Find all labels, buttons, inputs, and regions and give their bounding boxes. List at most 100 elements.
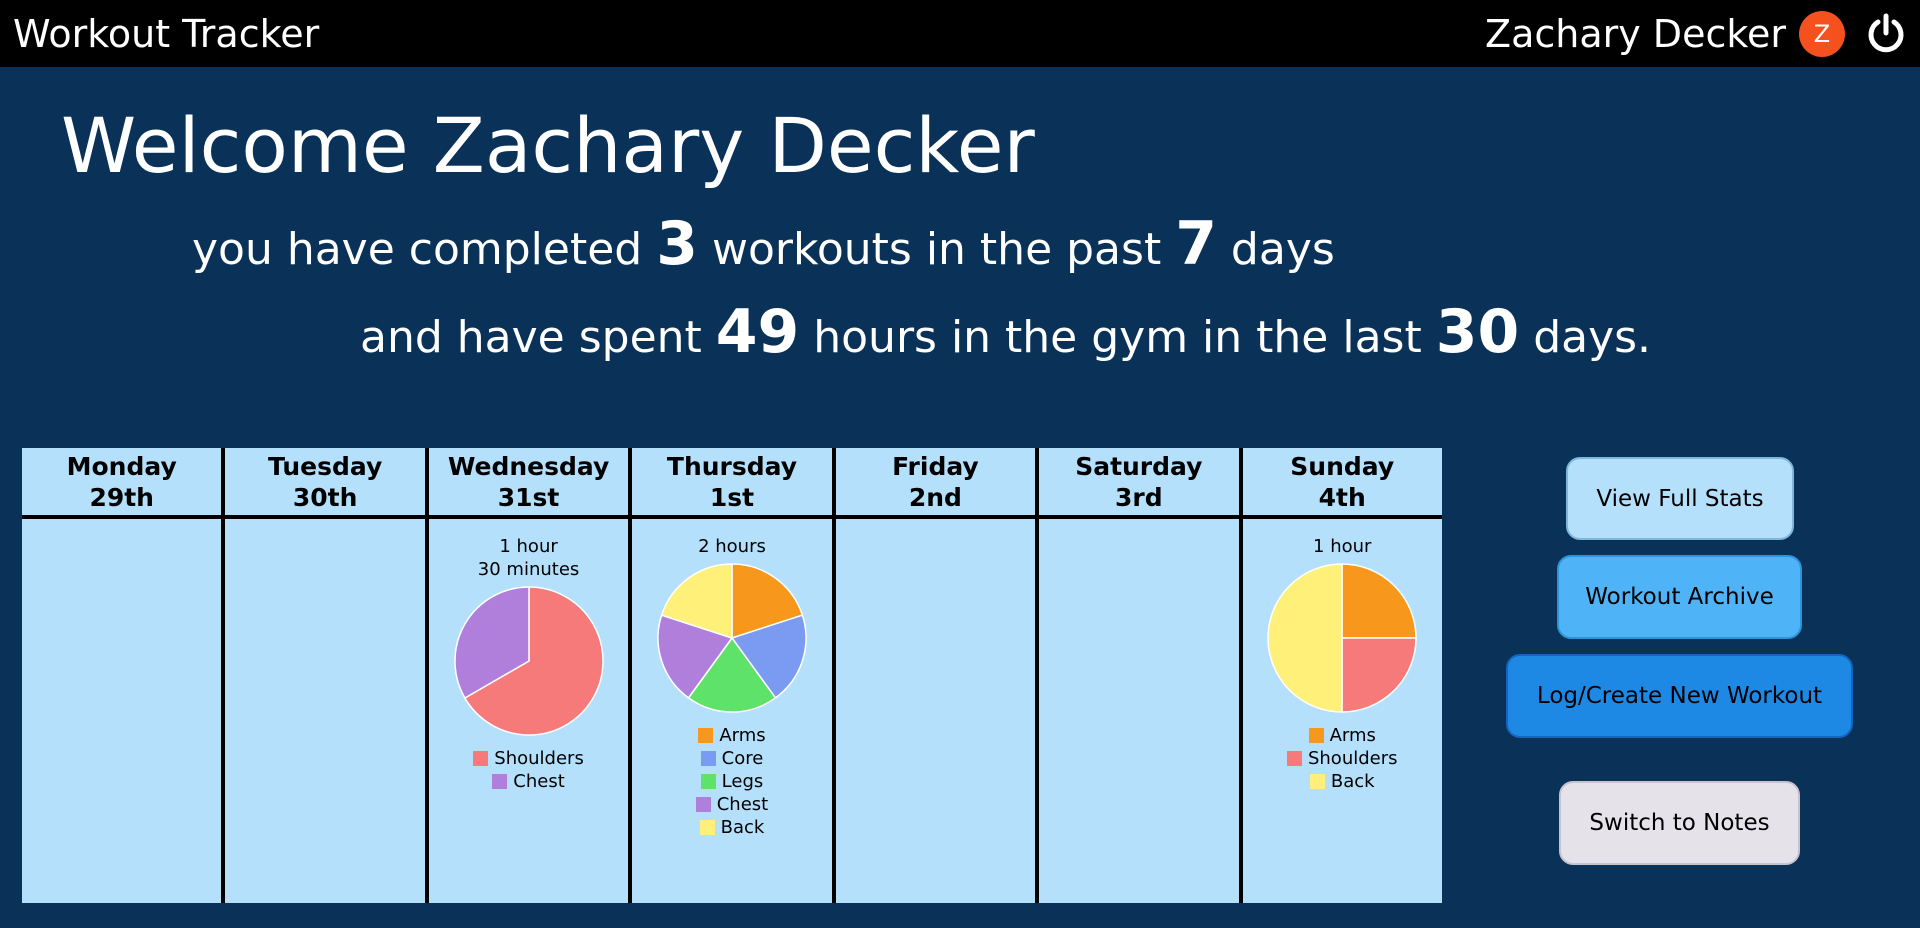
- legend-label: Legs: [721, 771, 764, 792]
- legend-label: Chest: [513, 771, 565, 792]
- summary-text: days.: [1519, 312, 1652, 363]
- pie-slice-chest: [453, 586, 530, 700]
- week-calendar: Monday 29th Tuesday 30th Wednesday 31st 1 hour…: [22, 448, 1442, 903]
- avatar[interactable]: Z: [1799, 11, 1845, 57]
- summary-line-hours: and have spent 49 hours in the gym in th…: [360, 302, 1651, 368]
- day-header: Wednesday 31st: [428, 448, 629, 519]
- legend-label: Arms: [1329, 725, 1376, 746]
- legend-swatch: [698, 728, 714, 743]
- legend-swatch: [1286, 751, 1302, 766]
- day-body: [836, 519, 1035, 903]
- pie-slice-shoulders: [463, 586, 604, 736]
- power-icon[interactable]: [1863, 11, 1909, 57]
- day-header: Friday 2nd: [835, 448, 1036, 519]
- user-name: Zachary Decker: [1485, 12, 1786, 56]
- summary-text: and have spent: [360, 312, 716, 363]
- day-header: Sunday 4th: [1242, 448, 1442, 519]
- day-date: 2nd: [908, 483, 962, 512]
- day-body: 1 hour 30 minutes Shoulders Chest: [429, 519, 628, 903]
- period-days: 30: [1435, 297, 1520, 367]
- muscle-group-pie-chart: [453, 586, 604, 736]
- legend-label: Back: [1330, 771, 1375, 792]
- legend-swatch: [699, 820, 715, 835]
- legend-item: Back: [1243, 770, 1442, 793]
- day-header: Tuesday 30th: [225, 448, 425, 519]
- legend-item: Legs: [632, 770, 831, 793]
- legend-item: Back: [632, 816, 831, 839]
- workout-duration: 2 hours: [698, 536, 766, 557]
- day-body: 2 hours Arms Core Legs Chest Back: [632, 519, 831, 903]
- pie-slice-arms: [731, 563, 804, 640]
- legend-swatch: [1309, 774, 1325, 789]
- muscle-group-pie-chart: [657, 563, 807, 713]
- day-header: Monday 29th: [22, 448, 222, 519]
- day-column-friday[interactable]: Friday 2nd: [835, 448, 1036, 903]
- legend-item: Chest: [632, 793, 831, 816]
- pie-slice-shoulders: [1341, 637, 1417, 713]
- workout-duration: 1 hour: [1313, 536, 1372, 557]
- day-name: Thursday: [666, 452, 798, 481]
- day-name: Saturday: [1075, 452, 1203, 481]
- app-title: Workout Tracker: [13, 12, 320, 56]
- pie-legend: Arms Core Legs Chest Back: [632, 724, 831, 839]
- workout-duration: 1 hour 30 minutes: [477, 536, 580, 580]
- welcome-title: Welcome Zachary Decker: [61, 101, 1035, 190]
- pie-legend: Shoulders Chest: [429, 747, 628, 793]
- day-date: 4th: [1318, 483, 1366, 512]
- day-date: 30th: [292, 483, 358, 512]
- legend-label: Shoulders: [1307, 748, 1398, 769]
- day-column-saturday[interactable]: Saturday 3rd: [1039, 448, 1239, 903]
- legend-swatch: [700, 751, 716, 766]
- legend-swatch: [700, 774, 716, 789]
- legend-swatch: [1308, 728, 1324, 743]
- legend-item: Core: [632, 747, 831, 770]
- day-name: Sunday: [1290, 452, 1395, 481]
- legend-swatch: [473, 751, 489, 766]
- pie-legend: Arms Shoulders Back: [1243, 724, 1442, 793]
- day-column-tuesday[interactable]: Tuesday 30th: [225, 448, 425, 903]
- summary-text: workouts in the past: [697, 224, 1176, 275]
- summary-text: days: [1216, 224, 1335, 275]
- legend-swatch: [492, 774, 508, 789]
- day-header: Saturday 3rd: [1039, 448, 1239, 519]
- summary-line-workouts: you have completed 3 workouts in the pas…: [192, 214, 1335, 280]
- legend-item: Shoulders: [429, 747, 628, 770]
- day-date: 1st: [709, 483, 755, 512]
- day-body: 1 hour Arms Shoulders Back: [1243, 519, 1442, 903]
- log-create-workout-button[interactable]: Log/Create New Workout: [1506, 654, 1853, 738]
- pie-slice-back: [1267, 563, 1343, 713]
- workouts-count: 3: [656, 209, 698, 279]
- day-name: Monday: [66, 452, 177, 481]
- day-body: [1039, 519, 1238, 903]
- day-body: [22, 519, 221, 903]
- day-column-monday[interactable]: Monday 29th: [22, 448, 222, 903]
- days-count: 7: [1175, 209, 1217, 279]
- legend-item: Arms: [632, 724, 831, 747]
- day-column-sunday[interactable]: Sunday 4th 1 hour Arms Shoulders Back: [1242, 448, 1442, 903]
- workout-archive-button[interactable]: Workout Archive: [1557, 555, 1802, 639]
- day-name: Wednesday: [447, 452, 610, 481]
- top-bar: Workout Tracker Zachary Decker Z: [0, 0, 1920, 67]
- day-date: 3rd: [1115, 483, 1163, 512]
- legend-item: Arms: [1243, 724, 1442, 747]
- pie-slice-arms: [1341, 563, 1417, 639]
- day-name: Tuesday: [268, 452, 383, 481]
- day-date: 29th: [89, 483, 154, 512]
- legend-swatch: [695, 797, 711, 812]
- day-header: Thursday 1st: [632, 448, 832, 519]
- legend-item: Shoulders: [1243, 747, 1442, 770]
- day-column-thursday[interactable]: Thursday 1st 2 hours Arms Core Legs Chest Back: [632, 448, 832, 903]
- legend-label: Back: [720, 817, 765, 838]
- legend-item: Chest: [429, 770, 628, 793]
- pie-slice-back: [660, 563, 733, 640]
- legend-label: Shoulders: [494, 748, 584, 769]
- switch-to-notes-button[interactable]: Switch to Notes: [1559, 781, 1800, 865]
- day-column-wednesday[interactable]: Wednesday 31st 1 hour 30 minutes Shoulders C…: [428, 448, 629, 903]
- muscle-group-pie-chart: [1267, 563, 1417, 713]
- view-full-stats-button[interactable]: View Full Stats: [1566, 457, 1794, 540]
- legend-label: Chest: [716, 794, 769, 815]
- pie-slice-chest: [657, 614, 734, 699]
- day-body: [225, 519, 424, 903]
- day-name: Friday: [892, 452, 979, 481]
- summary-text: you have completed: [192, 224, 657, 275]
